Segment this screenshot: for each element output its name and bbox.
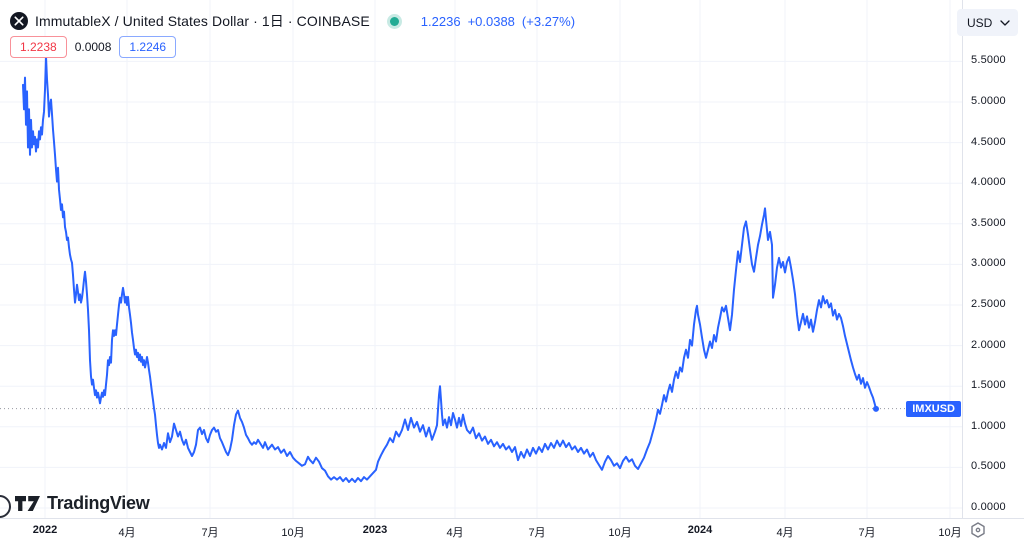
price-axis-label: 2.5000 [971,298,1006,310]
immutablex-logo-icon [10,12,28,30]
symbol-title[interactable]: ImmutableX / United States Dollar · 1日 ·… [35,13,370,29]
currency-selector[interactable]: USD [957,9,1018,36]
price-line-symbol-tag: IMXUSD [906,400,961,417]
price-axis-label: 1.5000 [971,379,1006,392]
time-axis-label: 10月 [281,527,305,539]
chevron-down-icon [1000,19,1010,26]
header-price-change: +0.0388 [467,13,515,29]
bid-ask-row: 1.2238 0.0008 1.2246 [10,36,177,58]
price-axis[interactable]: 0.0000 0.5000 1.0000 1.5000 2.0000 2.5000 3.00… [962,0,1024,518]
header-last-price: 1.2236 [420,13,461,29]
time-axis-label: 7月 [201,527,219,539]
bid-price-box: 1.2238 [10,36,67,58]
time-axis-label: 10月 [608,527,632,539]
price-axis-label: 4.0000 [971,176,1006,189]
currency-label: USD [967,15,993,30]
tradingview-brand-text: TradingView [47,493,150,513]
time-axis-label: 4月 [776,527,794,539]
spread-value: 0.0008 [74,40,112,54]
symbol-header: ImmutableX / United States Dollar · 1日 ·… [10,10,575,32]
tradingview-logo-icon [15,496,40,511]
time-axis-label: 2023 [362,524,388,536]
time-axis-label: 2024 [687,524,713,536]
tradingview-watermark[interactable]: TradingView [14,493,150,514]
header-price-change-percent: (+3.27%) [521,13,576,29]
time-axis-label: 4月 [446,527,464,539]
axis-settings-button[interactable] [962,518,1024,542]
price-axis-label: 5.0000 [971,95,1006,107]
price-axis-label: 0.0000 [971,501,1006,513]
time-axis-label: 4月 [118,527,136,539]
price-axis-label: 3.5000 [971,216,1006,229]
ask-price-box: 1.2246 [119,36,177,58]
scale-settings-icon [971,522,985,538]
time-axis[interactable]: 2022 4月 7月 10月 2023 4月 7月 10月 2024 4月 7月 10月 [0,518,1024,543]
time-axis-label: 2022 [32,524,58,536]
price-axis-label: 5.5000 [971,54,1006,67]
price-axis-label: 1.0000 [971,419,1006,432]
time-axis-label: 7月 [858,527,876,539]
price-axis-label: 2.0000 [971,338,1006,351]
time-axis-label: 10月 [938,527,962,539]
price-axis-label: 0.5000 [971,460,1006,473]
time-axis-label: 7月 [528,527,546,539]
price-axis-label: 3.0000 [971,257,1006,270]
price-axis-label: 4.5000 [971,135,1006,148]
market-status-icon[interactable] [389,16,399,26]
